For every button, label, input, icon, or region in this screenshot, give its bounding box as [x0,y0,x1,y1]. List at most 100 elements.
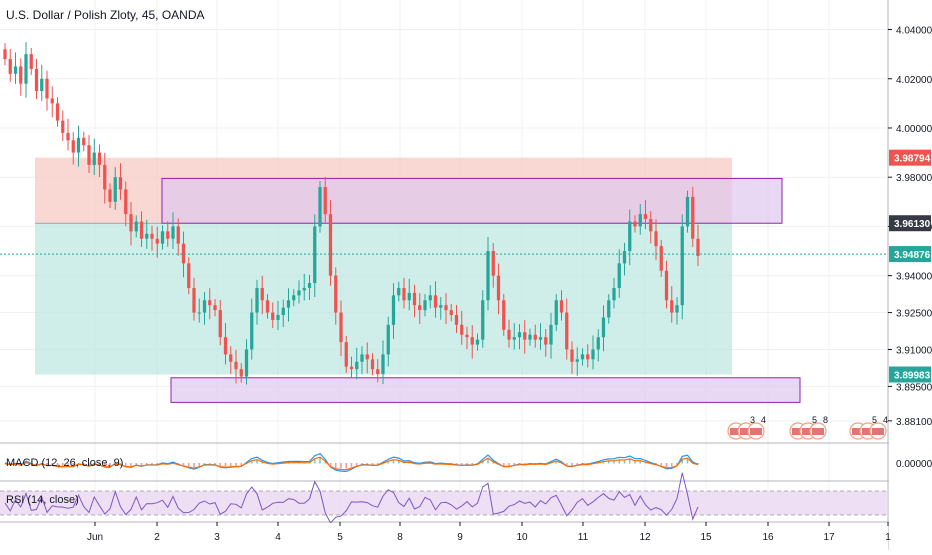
macd-histogram-bar [19,463,22,465]
macd-histogram-bar [660,463,663,466]
macd-histogram-bar [124,463,127,466]
candle-body [475,339,480,345]
candle-body [40,78,44,92]
rsi-label[interactable]: RSI (14, close) [6,494,79,506]
candle-body [365,354,369,360]
event-icon [869,422,887,440]
macd-histogram-bar [145,463,148,465]
rsi-line [4,472,699,524]
macd-histogram-bar [487,458,489,464]
candle-body [208,300,212,306]
macd-histogram-bar [256,459,258,464]
candle-body [166,231,170,239]
event-flag [872,428,884,435]
candle-body [670,300,674,313]
candle-body [129,214,133,232]
event-flag [852,428,864,435]
macd-histogram-bar [334,463,337,468]
price-tick-label: 3.92500 [896,309,932,320]
candle-body [418,305,422,311]
event-count: 4 [761,415,766,425]
macd-histogram-bar [119,463,122,465]
candle-body [344,342,348,367]
candle-body [507,329,511,340]
candle-body [97,152,102,165]
macd-histogram-bar [109,463,111,467]
macd-histogram-bar [623,459,626,464]
candle-body [633,221,637,227]
macd-histogram-bar [182,463,185,466]
support-rectangle [170,377,801,403]
time-tick-label: 2 [154,532,160,543]
macd-histogram-bar [371,463,374,465]
macd-pane [4,452,699,473]
candle-body [334,275,338,313]
candle-body [29,54,33,69]
macd-histogram-bar [151,463,153,465]
macd-histogram-bar [634,460,636,464]
macd-histogram-bar [676,463,678,466]
candle-body [376,369,380,375]
price-tick-label: 4.04000 [896,26,932,37]
candle-body [533,334,537,340]
macd-histogram-bar [250,460,253,464]
macd-histogram-bar [576,463,579,465]
candle-body [139,221,144,239]
event-flag [862,428,874,435]
candle-body [160,231,165,244]
candle-body [402,287,406,301]
candle-body [512,337,516,340]
macd-histogram-bar [240,463,243,466]
event-flag [792,428,804,435]
time-tick-label: 4 [275,532,281,543]
macd-histogram-bar [387,460,390,464]
candle-body [19,66,23,84]
event-flag [750,428,762,435]
macd-histogram-bar [313,458,316,464]
price-tick-label: 4.02000 [896,75,932,86]
time-tick-label: Jun [87,532,103,543]
macd-histogram-bar [329,463,332,467]
candle-body [675,305,679,313]
macd-histogram-bar [229,463,232,467]
price-badge-label: 3.98794 [894,154,931,165]
macd-label[interactable]: MACD (12, 26, close, 9) [6,457,124,469]
candle-body [103,164,107,190]
macd-histogram-bar [198,463,201,467]
macd-histogram-bar [56,463,59,466]
macd-histogram-bar [98,463,101,465]
candle-body [239,369,243,377]
candle-body [244,349,249,377]
macd-histogram-bar [523,463,526,465]
candle-body [292,295,296,301]
signal-line [4,456,699,471]
candle-body [386,324,390,355]
candle-body [92,152,96,165]
macd-histogram-bar [481,460,484,464]
time-tick-label: 15 [700,532,712,543]
event-flag [812,428,824,435]
price-tick-label: 3.89500 [896,382,932,393]
macd-histogram-bar [140,463,143,466]
time-tick-label: 1 [885,532,891,543]
resistance-rectangle [161,177,783,224]
candle-body [87,145,91,165]
candle-body [465,334,469,338]
macd-histogram-bar [219,463,222,467]
macd-histogram-bar [177,463,180,465]
time-tick-label: 8 [397,532,403,543]
macd-histogram-bar [602,461,605,464]
candle-body [276,315,280,320]
macd-histogram-bar [366,463,369,465]
price-tick-label: 3.91000 [896,345,932,356]
candle-body [575,359,579,362]
candle-body [381,354,385,375]
candle-body [412,292,417,306]
macd-histogram-bar [203,463,206,465]
macd-histogram-bar [88,463,90,466]
macd-histogram-bar [324,460,327,464]
macd-histogram-bar [187,463,190,467]
